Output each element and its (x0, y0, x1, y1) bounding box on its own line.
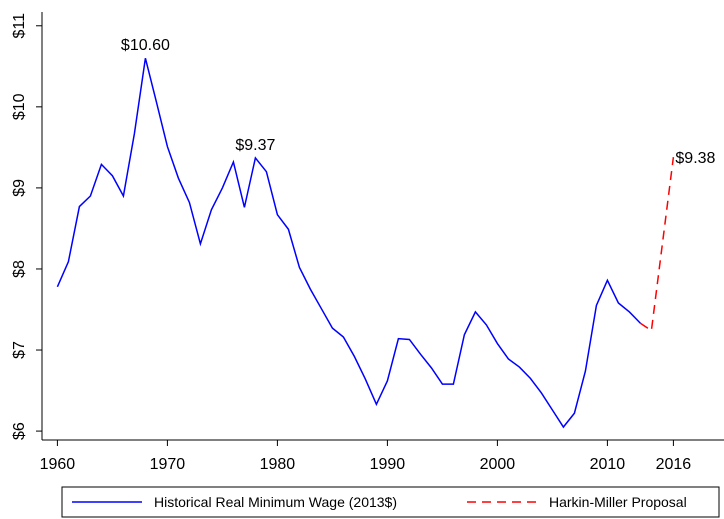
x-tick-label: 2010 (590, 456, 626, 473)
x-tick-label: 2000 (480, 456, 516, 473)
y-tick-label: $8 (11, 260, 28, 278)
legend-label: Historical Real Minimum Wage (2013$) (154, 494, 397, 510)
legend-label: Harkin-Miller Proposal (549, 494, 687, 510)
annotation: $9.37 (235, 137, 275, 154)
y-tick-label: $11 (11, 13, 28, 39)
x-tick-label: 1960 (40, 456, 76, 473)
legend-box (61, 486, 720, 518)
line-series (639, 157, 675, 332)
annotation: $10.60 (121, 37, 170, 54)
y-tick-label: $10 (11, 93, 28, 120)
y-tick-label: $7 (11, 341, 28, 359)
x-tick-label: 1990 (370, 456, 406, 473)
y-tick-label: $6 (11, 422, 28, 440)
line-series (56, 58, 641, 429)
x-tick-label: 2016 (656, 456, 692, 473)
x-tick-label: 1970 (150, 456, 186, 473)
legend: Historical Real Minimum Wage (2013$) Hark… (61, 486, 720, 518)
y-tick-label: $9 (11, 179, 28, 197)
x-tick-label: 1980 (260, 456, 296, 473)
annotation: $9.38 (675, 150, 715, 167)
